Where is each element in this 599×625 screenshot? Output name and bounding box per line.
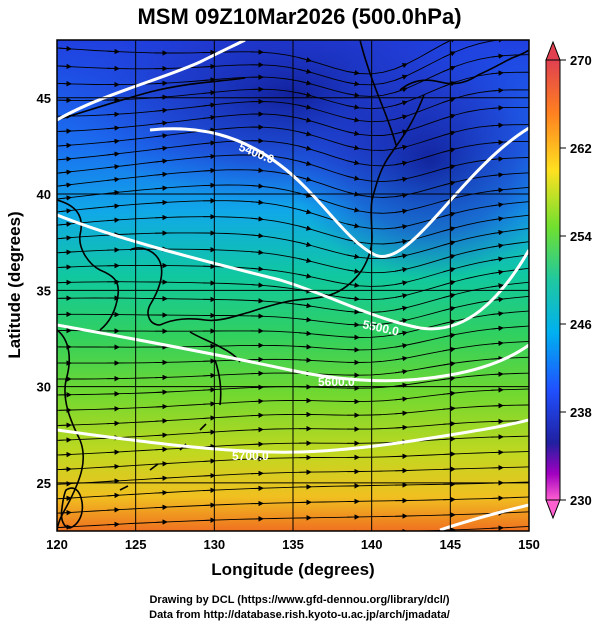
x-axis: 120 125 130 135 140 145 150 <box>46 537 540 552</box>
coastlines <box>57 40 529 531</box>
footer-credit-data: Data from http://database.rish.kyoto-u.a… <box>149 609 450 621</box>
height-contours <box>57 40 529 531</box>
y-tick-label: 40 <box>37 187 51 202</box>
y-tick-label: 30 <box>37 380 51 395</box>
y-tick-label: 25 <box>37 476 51 491</box>
y-axis-label: Latitude (degrees) <box>5 211 24 358</box>
colorbar-scale <box>545 59 561 501</box>
map-title: MSM 09Z10Mar2026 (500.0hPa) <box>137 4 462 29</box>
footer-credit-drawing: Drawing by DCL (https://www.gfd-dennou.o… <box>149 594 450 606</box>
colorbar-tick-label: 230 <box>570 493 592 508</box>
y-axis: 25 30 35 40 45 <box>37 91 51 491</box>
colorbar-tick-label: 270 <box>570 53 592 68</box>
x-tick-label: 135 <box>282 537 304 552</box>
colorbar: 270 262 254 246 238 230 <box>545 40 592 520</box>
x-axis-label: Longitude (degrees) <box>211 560 374 579</box>
contour-label-5700: 5700.0 <box>232 449 269 463</box>
plot-frame <box>56 39 530 532</box>
map-field: 5400.0 5500.0 5600.0 5700.0 <box>57 40 529 531</box>
x-tick-label: 145 <box>439 537 461 552</box>
colorbar-tick-label: 246 <box>570 317 592 332</box>
colorbar-upper-arrow <box>545 40 561 61</box>
x-tick-label: 120 <box>46 537 68 552</box>
lat-lon-grid <box>57 40 529 531</box>
y-tick-label: 35 <box>37 283 51 298</box>
x-tick-label: 150 <box>518 537 540 552</box>
colorbar-lower-arrow <box>545 499 561 520</box>
x-tick-label: 140 <box>361 537 383 552</box>
y-tick-label: 45 <box>37 91 51 106</box>
colorbar-tick-label: 254 <box>570 229 592 244</box>
colorbar-tick-label: 262 <box>570 141 592 156</box>
x-tick-label: 130 <box>203 537 225 552</box>
x-tick-label: 125 <box>125 537 147 552</box>
colorbar-tick-label: 238 <box>570 405 592 420</box>
contour-label-5600: 5600.0 <box>318 375 355 389</box>
